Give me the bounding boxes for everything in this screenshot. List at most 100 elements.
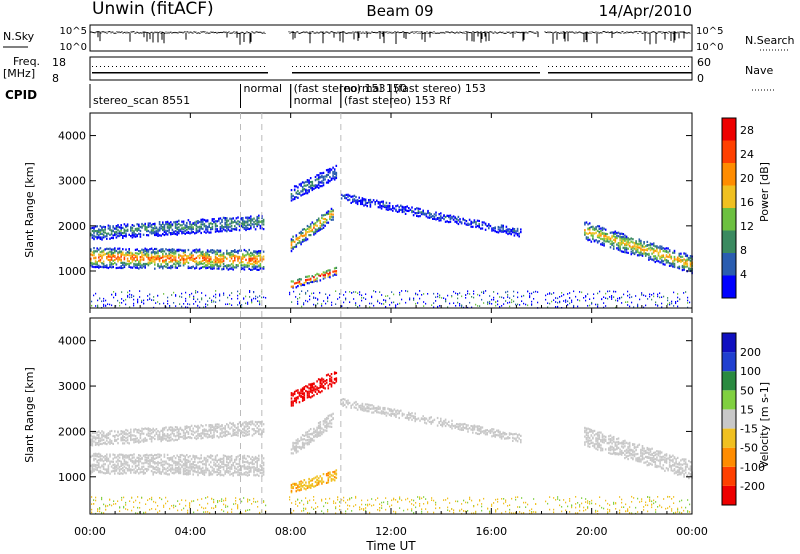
nave-dot bbox=[304, 66, 305, 67]
ground-scatter-cell bbox=[671, 302, 673, 305]
echo-cell bbox=[187, 219, 190, 222]
echo-cell bbox=[317, 176, 320, 179]
echo-cell bbox=[182, 252, 185, 255]
echo-cell bbox=[174, 260, 177, 263]
nave-dot bbox=[640, 66, 641, 67]
ground-scatter-cell bbox=[511, 299, 513, 301]
echo-cell bbox=[259, 464, 262, 467]
echo-cell bbox=[150, 256, 153, 259]
echo-cell bbox=[505, 230, 508, 233]
echo-cell bbox=[254, 468, 257, 472]
echo-cell bbox=[91, 265, 94, 268]
echo-cell bbox=[229, 222, 231, 225]
echo-cell bbox=[484, 222, 487, 225]
echo-cell bbox=[106, 436, 108, 439]
echo-cell bbox=[206, 460, 209, 463]
echo-cell bbox=[251, 259, 254, 262]
echo-cell bbox=[300, 234, 302, 237]
echo-cell bbox=[149, 434, 151, 438]
echo-cell bbox=[403, 210, 405, 213]
echo-cell bbox=[139, 258, 142, 261]
echo-cell bbox=[322, 274, 325, 277]
echo-cell bbox=[335, 171, 338, 174]
echo-cell bbox=[187, 473, 190, 476]
ground-scatter-cell bbox=[179, 303, 181, 305]
freq-sample bbox=[440, 72, 444, 74]
freq-sample bbox=[208, 72, 212, 74]
echo-cell bbox=[214, 462, 217, 465]
echo-cell bbox=[107, 457, 110, 460]
echo-cell bbox=[230, 467, 233, 470]
ground-scatter-cell bbox=[587, 305, 589, 307]
echo-cell bbox=[96, 464, 98, 467]
echo-cell bbox=[305, 280, 307, 284]
freq-sample bbox=[468, 72, 472, 74]
ground-scatter-cell bbox=[435, 300, 437, 302]
echo-cell bbox=[678, 252, 681, 255]
freq-sample bbox=[312, 72, 316, 74]
echo-cell bbox=[173, 262, 175, 265]
ground-scatter-cell bbox=[517, 291, 519, 294]
nave-dot bbox=[524, 66, 525, 67]
echo-cell bbox=[313, 231, 315, 234]
echo-cell bbox=[213, 433, 215, 437]
ground-scatter-cell bbox=[553, 299, 555, 301]
echo-cell bbox=[254, 255, 257, 258]
echo-cell bbox=[588, 231, 591, 234]
echo-cell bbox=[300, 232, 302, 235]
ground-scatter-cell bbox=[313, 292, 315, 294]
echo-cell bbox=[133, 257, 135, 260]
echo-cell bbox=[165, 258, 167, 261]
ground-scatter-cell bbox=[483, 292, 485, 294]
echo-cell bbox=[178, 465, 180, 468]
echo-cell bbox=[226, 423, 228, 426]
echo-cell bbox=[667, 261, 669, 264]
echo-cell bbox=[187, 469, 190, 472]
echo-cell bbox=[206, 230, 209, 233]
echo-cell bbox=[246, 467, 249, 471]
echo-cell bbox=[141, 222, 143, 226]
ground-scatter-cell bbox=[395, 304, 397, 306]
echo-cell bbox=[253, 457, 255, 460]
echo-cell bbox=[258, 454, 260, 457]
echo-cell bbox=[412, 214, 415, 217]
freq-sample bbox=[140, 72, 144, 74]
echo-cell bbox=[216, 229, 218, 233]
ground-scatter-cell bbox=[417, 302, 419, 304]
echo-cell bbox=[224, 430, 226, 434]
echo-cell bbox=[144, 228, 146, 231]
echo-cell bbox=[205, 461, 207, 464]
echo-cell bbox=[136, 248, 138, 251]
ground-scatter-cell bbox=[591, 302, 593, 305]
ground-scatter-cell bbox=[545, 298, 547, 301]
echo-cell bbox=[115, 460, 118, 463]
echo-cell bbox=[210, 227, 212, 230]
ground-scatter-cell bbox=[605, 305, 607, 307]
echo-cell bbox=[230, 219, 233, 222]
echo-cell bbox=[608, 240, 610, 243]
echo-cell bbox=[314, 222, 317, 225]
echo-cell bbox=[300, 194, 302, 197]
echo-cell bbox=[104, 248, 106, 251]
echo-cell bbox=[102, 251, 105, 254]
echo-cell bbox=[330, 215, 333, 218]
echo-cell bbox=[91, 468, 94, 472]
echo-cell bbox=[104, 441, 106, 444]
echo-cell bbox=[226, 227, 228, 230]
ground-scatter-cell bbox=[659, 296, 661, 299]
echo-cell bbox=[114, 247, 116, 250]
echo-cell bbox=[601, 243, 604, 246]
ground-scatter-cell bbox=[457, 293, 459, 295]
echo-cell bbox=[195, 225, 198, 228]
echo-cell bbox=[123, 465, 126, 468]
ground-scatter-cell bbox=[643, 306, 645, 309]
echo-cell bbox=[155, 257, 158, 260]
nsearch-tick-top: 10^5 bbox=[696, 26, 723, 37]
echo-cell bbox=[150, 247, 153, 250]
nave-dot bbox=[428, 66, 429, 67]
echo-cell bbox=[198, 433, 201, 436]
echo-cell bbox=[240, 266, 242, 269]
echo-cell bbox=[146, 438, 148, 441]
echo-cell bbox=[232, 260, 234, 263]
echo-cell bbox=[308, 189, 310, 192]
